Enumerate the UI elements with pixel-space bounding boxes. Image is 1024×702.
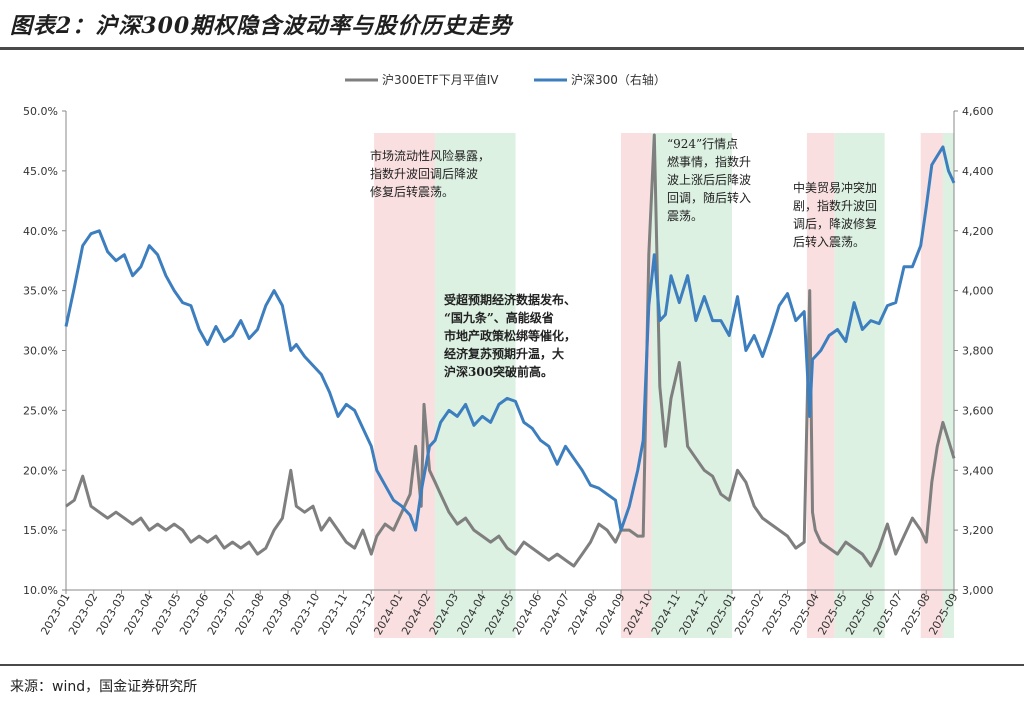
- y-right-tick-label: 4,600: [962, 105, 994, 118]
- annotation-a3-line: “924”行情点: [667, 137, 738, 151]
- y-right-tick-label: 3,000: [962, 584, 994, 597]
- y-right-tick-label: 4,200: [962, 225, 994, 238]
- y-left-tick-label: 10.0%: [23, 584, 58, 597]
- chart-title: 图表2：沪深300期权隐含波动率与股价历史走势: [10, 13, 513, 39]
- y-left-tick-label: 20.0%: [23, 464, 58, 477]
- source-divider: [0, 664, 1024, 666]
- annotation-a3-line: 波上涨后后降波: [667, 172, 751, 187]
- y-left-tick-label: 35.0%: [23, 285, 58, 298]
- annotation-a2-line: 经济复苏预期升温，大: [444, 346, 564, 361]
- source-note: 来源：wind，国金证券研究所: [10, 679, 198, 695]
- annotation-a4-line: 后转入震荡。: [793, 234, 865, 249]
- iv-index-chart: 10.0% 15.0% 20.0% 25.0% 30.0% 35.0% 40.0% 45.0%…: [23, 72, 994, 638]
- annotation-a2-line: 沪深300突破前高。: [444, 364, 553, 379]
- annotation-a3-line: 回调，随后转入: [667, 190, 751, 205]
- regime-bands: [374, 133, 954, 638]
- y-right-tick-label: 3,800: [962, 345, 994, 358]
- annotation-a3-line: 燃事情，指数升: [667, 154, 751, 169]
- risk-band-0: [374, 133, 436, 638]
- y-left-tick-label: 30.0%: [23, 345, 58, 358]
- annotation-a3-line: 震荡。: [667, 209, 703, 223]
- y-right-tick-label: 4,000: [962, 285, 994, 298]
- annotation-a4-line: 剧，指数升波回: [793, 198, 877, 213]
- risk-band-6: [920, 133, 943, 638]
- legend-iv-label: 沪300ETF下月平值IV: [382, 72, 499, 87]
- y-right-tick-label: 3,600: [962, 404, 994, 417]
- y-right-tick-label: 3,400: [962, 464, 994, 477]
- series-lines: [64, 133, 956, 568]
- y-left-tick-label: 50.0%: [23, 105, 58, 118]
- legend-index-label: 沪深300（右轴）: [571, 72, 666, 87]
- index-series-line: [64, 145, 956, 532]
- calm-band-7: [942, 133, 954, 638]
- y-right-tick-label: 4,400: [962, 165, 994, 178]
- iv-series-line: [65, 133, 956, 568]
- chart-legend: 沪300ETF下月平值IV 沪深300（右轴）: [345, 72, 666, 87]
- y-left-tick-label: 40.0%: [23, 225, 58, 238]
- y-left-tick-label: 25.0%: [23, 404, 58, 417]
- y-left-tick-label: 45.0%: [23, 165, 58, 178]
- annotation-a4-line: 调后，降波修复: [793, 216, 877, 231]
- y-left-tick-label: 15.0%: [23, 524, 58, 537]
- annotation-a2-line: “国九条”、高能级省: [444, 310, 554, 325]
- annotation-a1-line: 修复后转震荡。: [370, 184, 454, 199]
- calm-band-3: [651, 133, 732, 638]
- annotation-a1-line: 指数升波回调后降波: [370, 166, 478, 181]
- annotation-a4-line: 中美贸易冲突加: [793, 180, 877, 195]
- annotation-a2-line: 受超预期经济数据发布、: [444, 292, 576, 307]
- title-divider: [0, 47, 1024, 50]
- annotation-a1-line: 市场流动性风险暴露，: [370, 148, 490, 163]
- y-right-tick-label: 3,200: [962, 524, 994, 537]
- annotation-a2-line: 市地产政策松绑等催化，: [444, 328, 576, 343]
- calm-band-1: [435, 133, 516, 638]
